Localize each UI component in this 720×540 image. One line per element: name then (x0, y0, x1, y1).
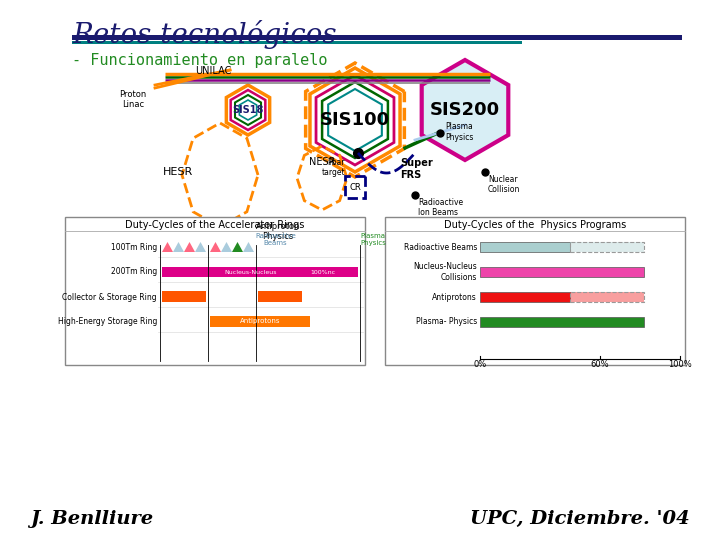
Text: Antiprotons: Antiprotons (432, 293, 477, 301)
Bar (65, 217, 365, 365)
Text: Nucleus-Nucleus: Nucleus-Nucleus (224, 269, 276, 274)
Bar (480, 292, 570, 302)
Text: Collector & Storage Ring: Collector & Storage Ring (63, 293, 157, 301)
Text: 100%nc: 100%nc (310, 269, 336, 274)
Text: Antiproton
Physics: Antiproton Physics (256, 222, 300, 241)
Polygon shape (210, 242, 221, 252)
Text: Nucleus-Nucleus
Collisions: Nucleus-Nucleus Collisions (413, 262, 477, 282)
Bar (570, 292, 644, 302)
Text: UNILAC: UNILAC (195, 66, 231, 76)
Bar (210, 316, 310, 327)
Text: 100%: 100% (668, 360, 692, 369)
Text: SIS18: SIS18 (233, 105, 264, 115)
Polygon shape (221, 242, 232, 252)
Polygon shape (173, 242, 184, 252)
Text: 0%: 0% (473, 360, 487, 369)
Text: Radioactive
Beams: Radioactive Beams (255, 233, 296, 246)
Text: Nuclear
Collision: Nuclear Collision (488, 175, 521, 194)
Text: Duty-Cycles of the Accelerator Rings: Duty-Cycles of the Accelerator Rings (125, 220, 305, 230)
Text: Duty-Cycles of the  Physics Programs: Duty-Cycles of the Physics Programs (444, 220, 626, 230)
Bar (570, 242, 644, 252)
Bar (162, 267, 358, 277)
Text: 60%: 60% (590, 360, 609, 369)
Text: Plasma- Physics: Plasma- Physics (415, 318, 477, 327)
Text: Plasma
Physics: Plasma Physics (361, 233, 386, 246)
Bar (480, 242, 570, 252)
Text: 100Tm Ring: 100Tm Ring (111, 242, 157, 252)
Bar (480, 317, 644, 327)
Polygon shape (184, 242, 195, 252)
Bar (480, 267, 644, 277)
Text: UPC, Diciembre. '04: UPC, Diciembre. '04 (470, 510, 690, 528)
Polygon shape (422, 60, 508, 160)
Text: Super
FRS: Super FRS (400, 158, 433, 180)
Text: HESR: HESR (163, 167, 193, 177)
Text: Plasma
Physics: Plasma Physics (445, 122, 473, 141)
Bar (258, 291, 302, 302)
Text: Retos tecnológicos: Retos tecnológicos (72, 20, 337, 49)
Bar (570, 242, 644, 252)
Bar (385, 217, 685, 365)
Text: 200Tm Ring: 200Tm Ring (111, 267, 157, 276)
Text: Radioactive Beams: Radioactive Beams (404, 242, 477, 252)
Bar (570, 292, 644, 302)
Text: Proton
Linac: Proton Linac (120, 90, 147, 110)
Text: J. Benlliure: J. Benlliure (30, 510, 153, 528)
Polygon shape (162, 242, 173, 252)
Text: SIS200: SIS200 (430, 101, 500, 119)
Polygon shape (195, 242, 206, 252)
Text: Radioactive
Ion Beams: Radioactive Ion Beams (418, 198, 463, 218)
Text: SIS100: SIS100 (320, 111, 390, 129)
Text: Pbar
target: Pbar target (321, 158, 345, 178)
Text: High-Energy Storage Ring: High-Energy Storage Ring (58, 318, 157, 327)
Text: - Funcionamiento en paralelo: - Funcionamiento en paralelo (72, 53, 328, 68)
Polygon shape (232, 242, 243, 252)
Bar (72, 35, 682, 40)
Bar (162, 291, 206, 302)
Bar (72, 41, 522, 44)
Text: NESR: NESR (309, 157, 336, 167)
Text: CR: CR (349, 183, 361, 192)
Polygon shape (243, 242, 254, 252)
Text: Antiprotons: Antiprotons (240, 318, 280, 324)
